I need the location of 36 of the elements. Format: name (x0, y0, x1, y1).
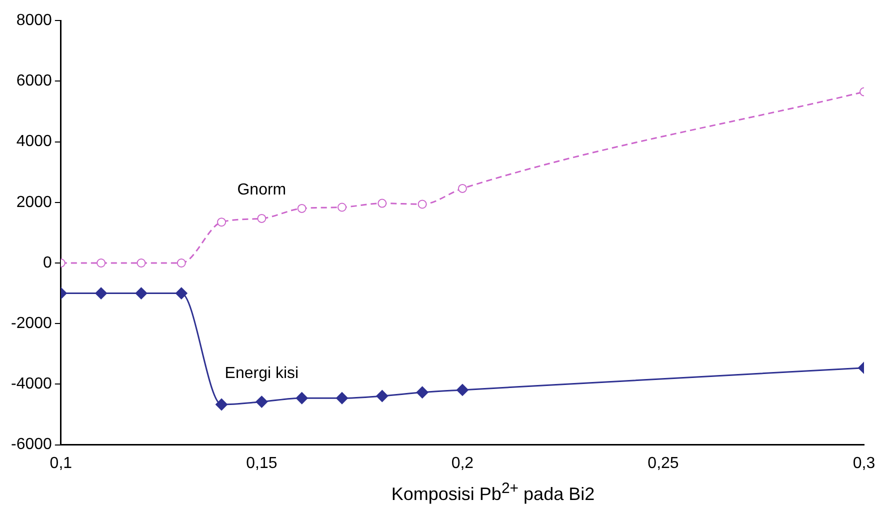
point (96, 258, 106, 268)
point (296, 392, 308, 404)
series-label: Energi kisi (224, 364, 299, 382)
point (135, 287, 148, 300)
point (216, 398, 228, 410)
x-tick-label: 0,2 (451, 454, 474, 472)
y-tick-label: -2000 (11, 315, 52, 332)
point (376, 390, 388, 402)
x-tick-label: 0,1 (50, 454, 72, 472)
y-tick-label: 0 (43, 254, 52, 272)
point (256, 396, 268, 408)
point (136, 258, 146, 268)
x-tick-label: 0,3 (852, 454, 876, 472)
x-tick-label: 0,25 (648, 454, 679, 472)
point (176, 258, 186, 268)
y-tick-label: 2000 (16, 194, 52, 211)
point (378, 198, 387, 208)
point (95, 287, 108, 300)
y-tick-label: 4000 (16, 133, 52, 150)
y-tick-label: 8000 (16, 12, 52, 30)
y-tick-label: -4000 (11, 376, 52, 393)
x-tick-label: 0,15 (246, 454, 278, 472)
y-tick-label: 6000 (16, 72, 52, 90)
x-axis-title: Komposisi Pb$^{2+}$ pada Bi2 (390, 480, 596, 505)
point (338, 202, 346, 212)
point (456, 384, 468, 396)
point (418, 200, 427, 209)
point (217, 218, 226, 227)
series-label: Gnorm (237, 181, 286, 198)
point (175, 287, 188, 300)
point (336, 392, 348, 404)
point (458, 184, 467, 193)
point (416, 386, 428, 398)
y-tick-label: -6000 (11, 436, 52, 454)
point (257, 214, 266, 223)
point (297, 204, 306, 213)
